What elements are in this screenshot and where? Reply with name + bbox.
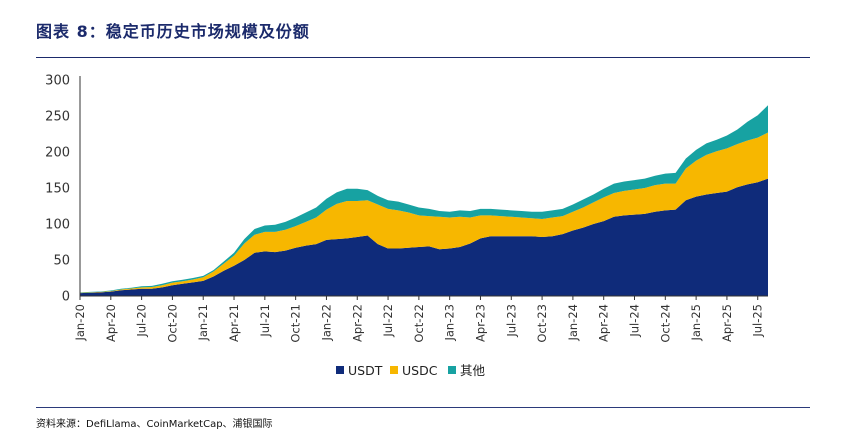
x-tick-label: Jul-22 — [381, 304, 395, 338]
x-tick-label: Apr-20 — [104, 304, 118, 342]
x-tick-label: Jan-24 — [566, 304, 580, 342]
figure-title: 图表 8：稳定币历史市场规模及份额 — [36, 22, 310, 41]
area-series-2 — [80, 132, 768, 294]
legend-label: USDT — [348, 363, 383, 378]
y-tick-label: 300 — [45, 74, 70, 89]
x-tick-label: Apr-21 — [227, 304, 241, 342]
y-axis: 0 50 100 150 200 250 300 — [45, 74, 81, 305]
y-tick-label: 100 — [45, 218, 70, 233]
x-tick-label: Jan-20 — [73, 304, 87, 342]
x-tick-label: Apr-24 — [597, 304, 611, 342]
x-tick-label: Oct-23 — [535, 304, 549, 343]
source-rule — [36, 407, 810, 408]
x-tick-label: Oct-22 — [412, 304, 426, 343]
x-tick-label: Oct-20 — [165, 304, 179, 343]
legend-label: USDC — [402, 363, 438, 378]
y-tick-label: 200 — [45, 146, 70, 161]
title-rule — [36, 57, 810, 58]
x-tick-label: Jan-25 — [689, 304, 703, 342]
source-note: 资料来源：DefiLlama、CoinMarketCap、浦银国际 — [36, 419, 273, 430]
x-tick-label: Jul-25 — [751, 304, 765, 338]
x-tick-label: Jan-22 — [319, 304, 333, 342]
y-tick-label: 50 — [53, 254, 70, 269]
x-tick-label: Jul-21 — [258, 304, 272, 338]
area-series-1 — [80, 178, 768, 296]
legend: USDT USDC 其他 — [336, 363, 486, 378]
y-tick-label: 250 — [45, 110, 70, 125]
legend-label: 其他 — [460, 363, 486, 378]
legend-swatch — [390, 366, 398, 374]
legend-swatch — [448, 366, 456, 374]
area-series-group — [80, 105, 768, 296]
x-tick-label: Jan-23 — [443, 304, 457, 342]
x-tick-label: Jul-20 — [135, 304, 149, 338]
x-tick-label: Jan-21 — [196, 304, 210, 342]
legend-swatch — [336, 366, 344, 374]
stacked-area-chart: 0 50 100 150 200 250 300 Jan-20 Apr-20 Jul-20 Oct… — [45, 74, 768, 378]
x-tick-label: Jul-24 — [628, 304, 642, 338]
x-tick-label: Apr-23 — [473, 304, 487, 342]
x-axis: Jan-20 Apr-20 Jul-20 Oct-20 Jan-21 Apr-21 Jul-… — [73, 295, 768, 343]
x-tick-label: Apr-25 — [720, 304, 734, 342]
y-tick-label: 150 — [45, 182, 70, 197]
x-tick-label: Jul-23 — [504, 304, 518, 338]
x-tick-label: Oct-24 — [658, 304, 672, 343]
y-tick-label: 0 — [62, 290, 70, 305]
x-tick-label: Oct-21 — [289, 304, 303, 343]
x-tick-label: Apr-22 — [350, 304, 364, 342]
